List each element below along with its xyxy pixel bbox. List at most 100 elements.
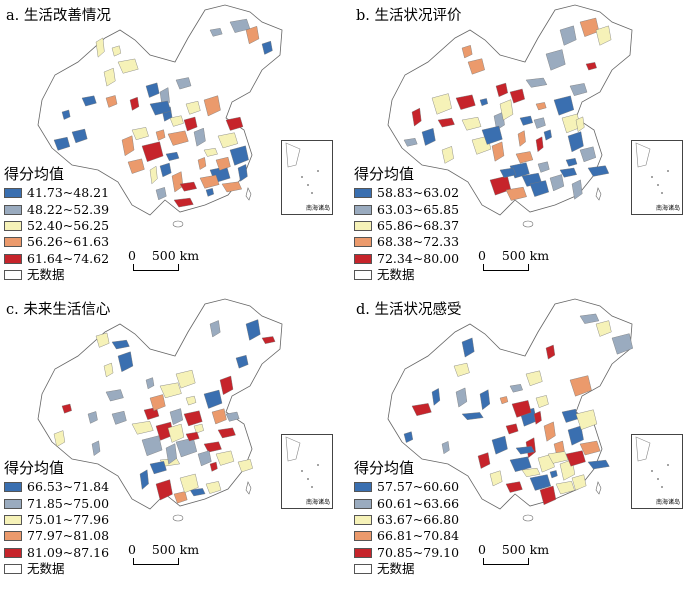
map-region [489,470,503,487]
map-region [175,437,198,458]
map-region [173,197,194,208]
map-region [505,186,527,201]
map-region [495,82,508,98]
legend-title: 得分均值 [354,165,415,183]
inset-label: 南海诸岛 [305,205,330,212]
map-region [229,145,249,166]
map-region [611,333,634,355]
map-region [569,375,592,397]
map-region [539,485,557,506]
map-region [165,443,177,465]
map-region [585,62,597,71]
panel-title: a. 生活改善情况 [6,8,111,24]
map-region [225,116,244,131]
map-region [155,129,166,141]
map-region [185,431,200,442]
legend-item-no-data: 无数据 [354,267,459,283]
legend-swatch [4,564,22,575]
map-region [149,394,166,412]
map-region [595,25,612,46]
map-region [105,95,118,108]
map-region [543,129,552,141]
legend-title: 得分均值 [354,459,415,477]
map-region [189,488,206,497]
scale-label: 0 500 km [478,248,550,263]
legend-item: 48.22~52.39 [4,201,109,217]
legend-item: 63.03~65.85 [354,201,459,217]
map-region [535,102,547,111]
map-region [533,117,546,129]
china-map-a [37,4,283,228]
map-region [221,181,243,193]
legend-item-no-data: 无数据 [4,561,109,577]
legend-swatch [4,253,22,264]
map-region [499,167,517,178]
map-region [103,67,116,87]
map-region [175,77,192,90]
legend-swatch [354,547,372,558]
panel-d: d. 生活状况感受 南海诸岛 得分均值 57.57~60.60 60.61~63… [350,294,700,588]
map-region [509,88,525,104]
china-map-c [37,298,283,522]
map-region [455,94,476,110]
legend-swatch [354,270,372,281]
map-region [149,100,172,116]
map-region [209,320,221,338]
map-region [141,141,164,162]
map-region [569,83,588,96]
map-region [209,28,223,37]
legend-item: 57.57~60.60 [354,479,459,495]
legend-swatch [354,253,372,264]
map-region [105,389,124,402]
legend-item: 66.81~70.84 [354,528,459,544]
legend-item: 75.01~77.96 [4,512,109,528]
map-region [111,339,130,350]
map-region [431,388,441,406]
map-region [53,430,66,448]
map-region [193,423,204,434]
map-region [437,117,455,128]
map-region [185,395,197,406]
map-region [111,45,122,57]
map-region [543,421,556,442]
legend-swatch [4,220,22,231]
legend-item: 41.73~48.21 [4,185,109,201]
map-region [237,164,248,182]
scale-label: 0 500 km [128,248,200,263]
map-region [199,174,220,189]
map-region [575,116,585,132]
map-region [203,148,218,157]
map-region [175,369,196,389]
south-china-sea-inset: 南海诸岛 [281,140,333,215]
map-region [505,481,523,493]
map-region [529,474,551,491]
map-region [167,423,185,443]
legend-swatch [354,204,372,215]
map-region [595,320,612,337]
map-region [549,470,558,479]
legend-swatch [354,188,372,199]
map-region [499,99,514,121]
map-region [555,481,575,495]
legend-item: 81.09~87.16 [4,545,109,561]
map-region [197,450,212,467]
map-region [179,181,197,192]
map-region [131,127,149,141]
inset-label: 南海诸岛 [655,205,680,212]
scale-bar [483,558,529,565]
map-region [205,481,222,494]
map-region [519,115,533,126]
map-region [515,446,535,455]
map-region [533,410,542,425]
map-region [421,128,436,146]
panel-title: b. 生活状况评价 [356,8,462,24]
map-region [479,98,489,107]
map-region [111,410,127,425]
map-region [61,403,72,414]
map-region [183,116,198,132]
map-region [165,151,180,161]
legend-swatch [4,204,22,215]
map-region [81,95,97,107]
panel-c: c. 未来生活信心 南海诸岛 得分均值 66.53~71.84 71.85~75… [0,294,350,588]
inset-label: 南海诸岛 [655,499,680,506]
